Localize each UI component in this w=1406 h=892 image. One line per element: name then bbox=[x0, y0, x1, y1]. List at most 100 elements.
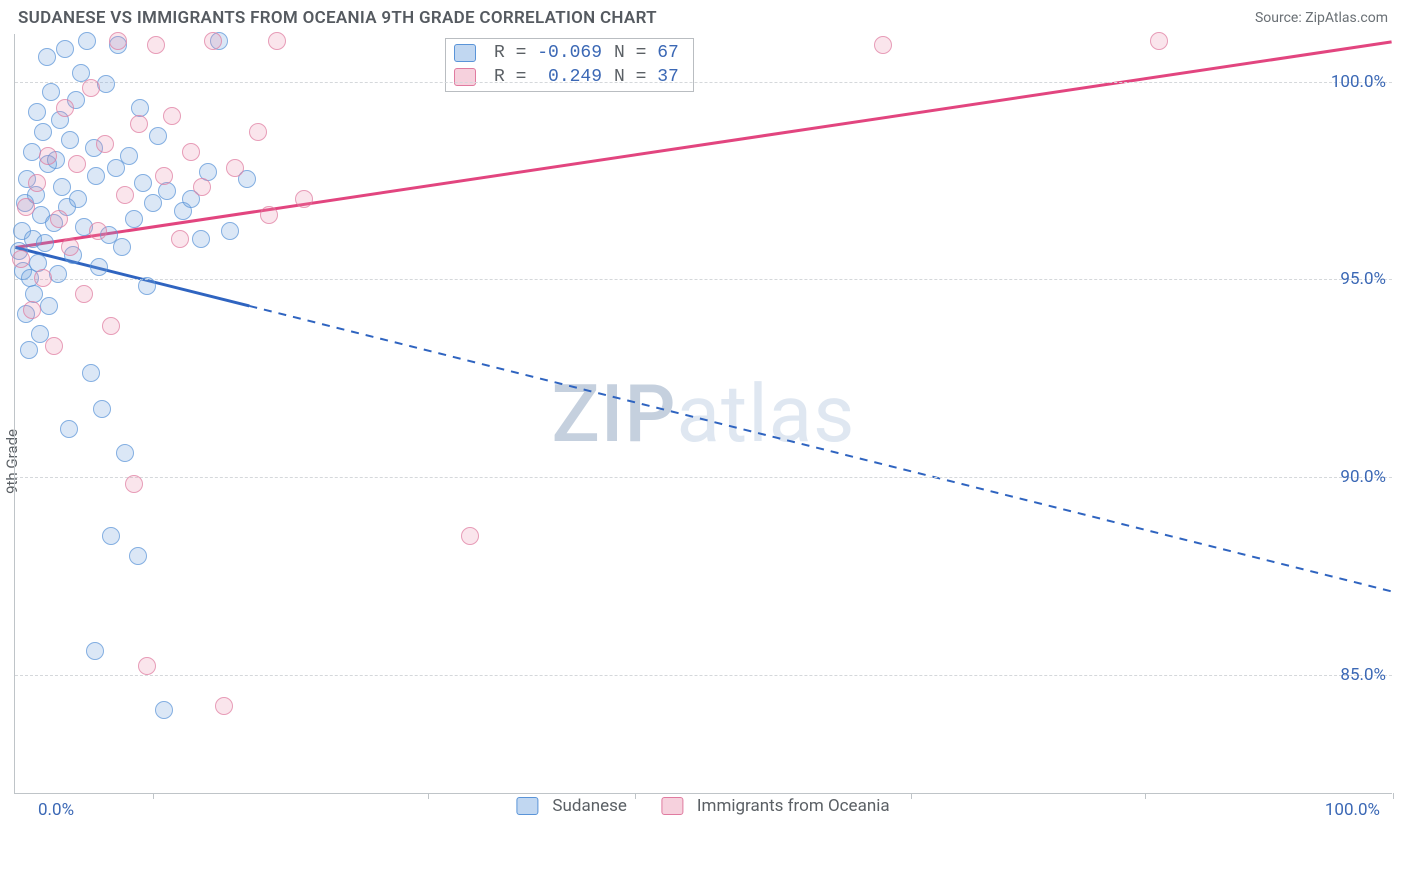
scatter-point-b bbox=[23, 301, 41, 319]
legend-swatch-b-icon bbox=[661, 797, 683, 815]
gridline-h bbox=[15, 675, 1392, 676]
scatter-point-a bbox=[192, 230, 210, 248]
legend-item-b: Immigrants from Oceania bbox=[661, 796, 890, 816]
scatter-point-a bbox=[49, 265, 67, 283]
scatter-point-b bbox=[102, 317, 120, 335]
watermark: ZIPatlas bbox=[552, 367, 856, 461]
scatter-point-b bbox=[12, 250, 30, 268]
scatter-point-a bbox=[113, 238, 131, 256]
scatter-point-b bbox=[96, 135, 114, 153]
scatter-point-a bbox=[60, 420, 78, 438]
x-axis-min: 0.0% bbox=[38, 800, 74, 820]
plot-wrap: 9th Grade ZIPatlas R = -0.069 N = 67 R =… bbox=[14, 34, 1392, 824]
x-tick bbox=[1393, 793, 1394, 799]
scatter-point-a bbox=[34, 123, 52, 141]
scatter-point-a bbox=[86, 642, 104, 660]
stats-row-a: R = -0.069 N = 67 bbox=[446, 41, 693, 65]
scatter-point-a bbox=[36, 234, 54, 252]
scatter-point-a bbox=[129, 547, 147, 565]
scatter-point-b bbox=[34, 269, 52, 287]
y-tick-label: 90.0% bbox=[1340, 467, 1386, 487]
scatter-point-b bbox=[204, 32, 222, 50]
scatter-point-b bbox=[249, 123, 267, 141]
scatter-point-a bbox=[125, 210, 143, 228]
scatter-point-a bbox=[138, 277, 156, 295]
y-tick-label: 100.0% bbox=[1331, 72, 1386, 92]
scatter-point-b bbox=[155, 167, 173, 185]
regression-line-a-dashed bbox=[249, 306, 1391, 591]
scatter-point-b bbox=[874, 36, 892, 54]
scatter-point-a bbox=[38, 48, 56, 66]
scatter-point-b bbox=[50, 210, 68, 228]
scatter-point-a bbox=[120, 147, 138, 165]
scatter-point-a bbox=[82, 364, 100, 382]
scatter-point-b bbox=[116, 186, 134, 204]
scatter-point-b bbox=[75, 285, 93, 303]
scatter-point-a bbox=[158, 182, 176, 200]
scatter-point-b bbox=[39, 147, 57, 165]
scatter-point-a bbox=[87, 167, 105, 185]
scatter-point-b bbox=[215, 697, 233, 715]
scatter-point-a bbox=[53, 178, 71, 196]
source-attribution: Source: ZipAtlas.com bbox=[1255, 10, 1388, 26]
scatter-point-b bbox=[226, 159, 244, 177]
scatter-point-b bbox=[182, 143, 200, 161]
x-axis-labels: 0.0% 100.0% Sudanese Immigrants from Oce… bbox=[14, 794, 1392, 824]
scatter-point-b bbox=[268, 32, 286, 50]
scatter-point-a bbox=[93, 400, 111, 418]
gridline-h bbox=[15, 279, 1392, 280]
scatter-point-b bbox=[193, 178, 211, 196]
scatter-point-b bbox=[147, 36, 165, 54]
stats-legend-box: R = -0.069 N = 67 R = 0.249 N = 37 bbox=[445, 38, 694, 92]
scatter-point-a bbox=[116, 444, 134, 462]
scatter-point-b bbox=[461, 527, 479, 545]
legend-swatch-a-icon bbox=[516, 797, 538, 815]
swatch-b-icon bbox=[454, 68, 476, 86]
scatter-point-b bbox=[260, 206, 278, 224]
legend-item-a: Sudanese bbox=[516, 796, 627, 816]
scatter-point-b bbox=[61, 238, 79, 256]
scatter-point-a bbox=[78, 32, 96, 50]
scatter-point-a bbox=[23, 143, 41, 161]
scatter-point-b bbox=[56, 99, 74, 117]
scatter-point-a bbox=[90, 258, 108, 276]
series-legend: Sudanese Immigrants from Oceania bbox=[516, 796, 889, 816]
watermark-light: atlas bbox=[677, 367, 856, 461]
scatter-point-a bbox=[61, 131, 79, 149]
scatter-point-a bbox=[102, 527, 120, 545]
scatter-point-b bbox=[295, 190, 313, 208]
legend-label-a: Sudanese bbox=[552, 796, 627, 816]
scatter-point-b bbox=[125, 475, 143, 493]
scatter-point-b bbox=[109, 32, 127, 50]
scatter-point-a bbox=[97, 75, 115, 93]
plot-area: ZIPatlas R = -0.069 N = 67 R = 0.249 N =… bbox=[14, 34, 1392, 794]
legend-label-b: Immigrants from Oceania bbox=[697, 796, 890, 816]
scatter-point-b bbox=[89, 222, 107, 240]
scatter-point-a bbox=[221, 222, 239, 240]
scatter-point-a bbox=[40, 297, 58, 315]
scatter-point-b bbox=[1150, 32, 1168, 50]
scatter-point-b bbox=[68, 155, 86, 173]
title-bar: SUDANESE VS IMMIGRANTS FROM OCEANIA 9TH … bbox=[0, 0, 1406, 32]
x-axis-max: 100.0% bbox=[1325, 800, 1380, 820]
regression-line-b bbox=[15, 42, 1391, 248]
y-tick-label: 85.0% bbox=[1340, 665, 1386, 685]
scatter-point-a bbox=[20, 341, 38, 359]
gridline-h bbox=[15, 82, 1392, 83]
y-tick-label: 95.0% bbox=[1340, 269, 1386, 289]
scatter-point-b bbox=[82, 79, 100, 97]
scatter-point-b bbox=[171, 230, 189, 248]
scatter-point-b bbox=[28, 174, 46, 192]
chart-title: SUDANESE VS IMMIGRANTS FROM OCEANIA 9TH … bbox=[18, 8, 657, 28]
scatter-point-a bbox=[149, 127, 167, 145]
swatch-a-icon bbox=[454, 44, 476, 62]
scatter-point-b bbox=[163, 107, 181, 125]
watermark-bold: ZIP bbox=[552, 367, 677, 461]
scatter-point-b bbox=[138, 657, 156, 675]
scatter-point-a bbox=[42, 83, 60, 101]
scatter-point-b bbox=[130, 115, 148, 133]
scatter-point-b bbox=[45, 337, 63, 355]
scatter-point-a bbox=[28, 103, 46, 121]
scatter-point-a bbox=[56, 40, 74, 58]
gridline-h bbox=[15, 477, 1392, 478]
